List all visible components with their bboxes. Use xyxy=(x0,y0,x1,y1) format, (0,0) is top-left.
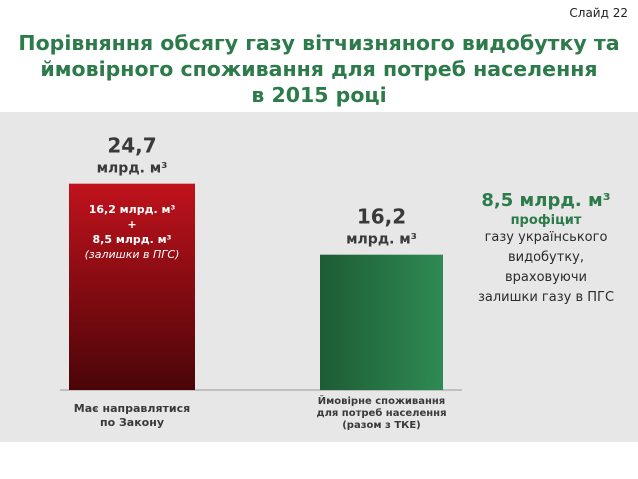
data-label: 24,7 xyxy=(107,134,156,158)
surplus-value: 8,5 млрд. м³ xyxy=(481,190,611,211)
bar-inner-label: + xyxy=(127,218,136,231)
category-label: для потреб населення xyxy=(317,407,447,419)
title-line: в 2015 році xyxy=(251,83,387,107)
bar xyxy=(320,254,443,390)
surplus-line: залишки газу в ПГС xyxy=(477,290,615,305)
bar xyxy=(69,183,195,390)
surplus-annotation: 8,5 млрд. м³ профіцит газу українського … xyxy=(466,190,626,308)
unit-label: млрд. м³ xyxy=(97,161,168,177)
bar-inner-label: 16,2 млрд. м³ xyxy=(89,203,176,216)
surplus-line: видобутку, xyxy=(507,250,584,265)
title-line: Порівняння обсягу газу вітчизняного видо… xyxy=(18,31,620,55)
unit-label: млрд. м³ xyxy=(346,232,417,248)
bar-inner-label: (залишки в ПГС) xyxy=(85,248,180,261)
category-label: Має направлятися xyxy=(74,402,190,415)
surplus-line: враховуючи xyxy=(505,270,587,285)
slide-number: Слайд 22 xyxy=(569,6,628,20)
category-label: Ймовірне споживання xyxy=(318,394,445,407)
category-label: (разом з ТКЕ) xyxy=(342,420,421,431)
page-title: Порівняння обсягу газу вітчизняного видо… xyxy=(0,30,638,108)
bar-inner-label: 8,5 млрд. м³ xyxy=(93,233,172,246)
surplus-subtitle: профіцит xyxy=(510,213,582,228)
category-label: по Закону xyxy=(100,416,164,429)
surplus-line: газу українського xyxy=(484,230,608,245)
title-line: ймовірного споживання для потреб населен… xyxy=(40,57,598,81)
data-label: 16,2 xyxy=(357,205,406,229)
